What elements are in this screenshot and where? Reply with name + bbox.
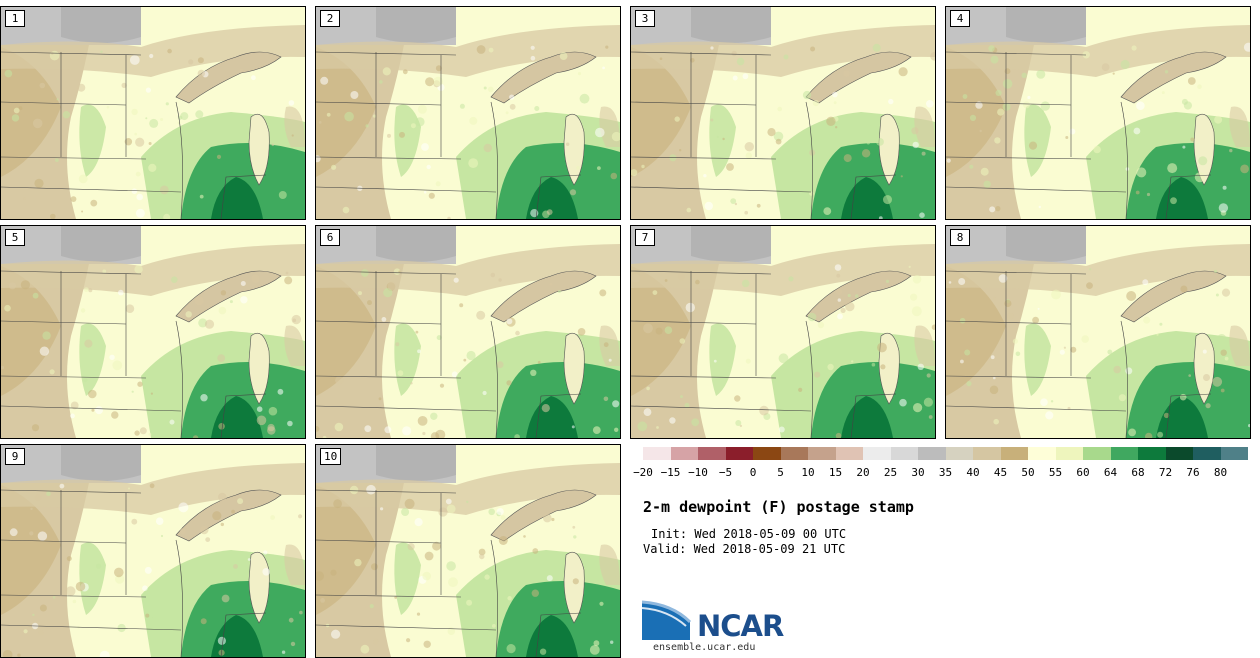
- logo-wordmark: NCAR: [697, 609, 784, 643]
- colorbar-swatch: [1165, 447, 1193, 460]
- colorbar-swatch: [1220, 447, 1248, 460]
- dewpoint-map: [316, 7, 620, 219]
- colorbar-swatch: [890, 447, 918, 460]
- dewpoint-map: [316, 445, 620, 657]
- stamp-panel-3: 3: [630, 6, 936, 220]
- colorbar-swatch: [753, 447, 781, 460]
- stamp-panel-7: 7: [630, 225, 936, 439]
- chart-title: 2-m dewpoint (F) postage stamp: [643, 498, 914, 516]
- dewpoint-map: [631, 7, 935, 219]
- colorbar-tick-label: −20: [633, 466, 653, 479]
- colorbar-swatch: [973, 447, 1001, 460]
- stamp-panel-10: 10: [315, 444, 621, 658]
- dewpoint-map: [631, 226, 935, 438]
- colorbar-tick-label: 76: [1186, 466, 1200, 479]
- colorbar-tick-label: 25: [883, 466, 898, 479]
- valid-time: Valid: Wed 2018-05-09 21 UTC: [643, 542, 846, 556]
- panel-number: 4: [950, 10, 970, 27]
- colorbar-tick-label: 50: [1021, 466, 1035, 479]
- colorbar-swatch: [698, 447, 726, 460]
- stamp-panel-4: 4: [945, 6, 1251, 220]
- panel-number: 2: [320, 10, 340, 27]
- stamp-panel-5: 5: [0, 225, 306, 439]
- colorbar-tick-label: −15: [660, 466, 681, 479]
- colorbar-tick-label: −10: [688, 466, 708, 479]
- colorbar-ticks: −20 −15 −10 −5 0 5 10 15 20 25 30 35 40 45 50 55 60 64 68 7…: [632, 466, 1252, 480]
- panel-number: 6: [320, 229, 340, 246]
- colorbar-swatch: [863, 447, 891, 460]
- dewpoint-map: [1, 7, 305, 219]
- colorbar-tick-label: 30: [911, 466, 925, 479]
- colorbar-tick-label: 72: [1158, 466, 1173, 479]
- stamp-panel-1: 1: [0, 6, 306, 220]
- colorbar-swatch: [1110, 447, 1138, 460]
- dewpoint-map: [1, 445, 305, 657]
- colorbar-swatch: [1083, 447, 1111, 460]
- colorbar-tick-label: 40: [966, 466, 980, 479]
- colorbar-swatch: [725, 447, 753, 460]
- colorbar-tick-label: 64: [1103, 466, 1118, 479]
- stamp-panel-6: 6: [315, 225, 621, 439]
- colorbar-tick-label: 55: [1048, 466, 1063, 479]
- ncar-logo-icon: [642, 600, 692, 640]
- panel-number: 8: [950, 229, 970, 246]
- colorbar-tick-label: 15: [828, 466, 843, 479]
- colorbar-tick-label: 20: [856, 466, 870, 479]
- colorbar: [643, 447, 1248, 460]
- dewpoint-map: [1, 226, 305, 438]
- colorbar-swatch: [780, 447, 808, 460]
- colorbar-tick-label: 60: [1076, 466, 1090, 479]
- colorbar-swatch: [643, 447, 671, 460]
- panel-number: 3: [635, 10, 655, 27]
- colorbar-swatch: [835, 447, 863, 460]
- colorbar-tick-label: 0: [749, 466, 757, 479]
- colorbar-swatch: [1028, 447, 1056, 460]
- init-time: Init: Wed 2018-05-09 00 UTC: [651, 527, 847, 541]
- panel-number: 7: [635, 229, 655, 246]
- dewpoint-map: [316, 226, 620, 438]
- site-url: ensemble.ucar.edu: [653, 642, 756, 653]
- panel-number: 5: [5, 229, 25, 246]
- panel-number: 10: [320, 448, 342, 465]
- colorbar-swatch: [1193, 447, 1221, 460]
- colorbar-tick-label: −5: [718, 466, 733, 479]
- colorbar-swatch: [808, 447, 836, 460]
- stamp-panel-9: 9: [0, 444, 306, 658]
- colorbar-swatch: [670, 447, 698, 460]
- colorbar-tick-label: 45: [993, 466, 1008, 479]
- dewpoint-map: [946, 7, 1250, 219]
- colorbar-tick-label: 80: [1213, 466, 1228, 479]
- stamp-panel-8: 8: [945, 225, 1251, 439]
- colorbar-swatch: [1000, 447, 1028, 460]
- panel-number: 1: [5, 10, 25, 27]
- colorbar-tick-label: 35: [938, 466, 953, 479]
- colorbar-tick-label: 10: [801, 466, 815, 479]
- colorbar-swatch: [1055, 447, 1083, 460]
- colorbar-swatch: [1138, 447, 1166, 460]
- colorbar-swatch: [918, 447, 946, 460]
- panel-number: 9: [5, 448, 25, 465]
- colorbar-tick-label: 5: [777, 466, 784, 479]
- dewpoint-map: [946, 226, 1250, 438]
- stamp-panel-2: 2: [315, 6, 621, 220]
- colorbar-tick-label: 68: [1131, 466, 1145, 479]
- colorbar-swatch: [945, 447, 973, 460]
